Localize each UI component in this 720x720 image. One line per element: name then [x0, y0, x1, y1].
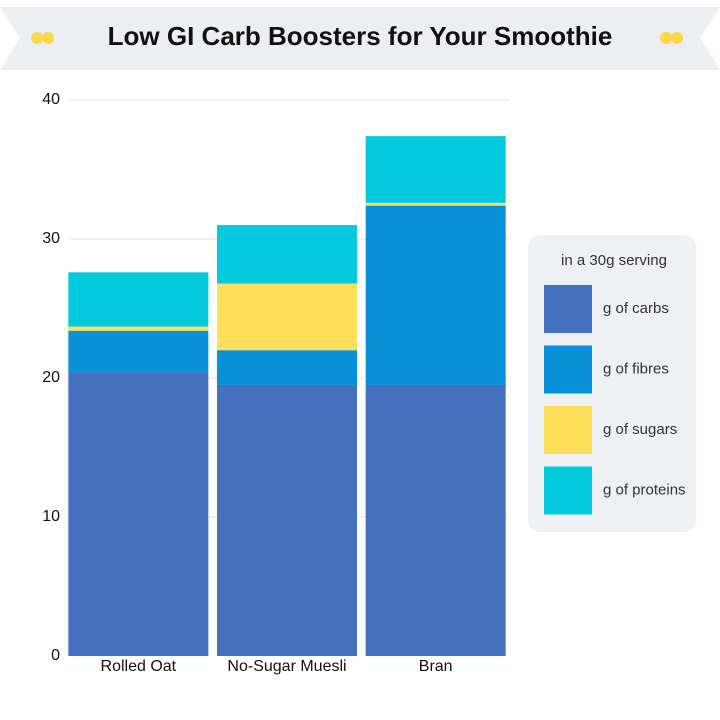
bar-segment	[365, 136, 506, 203]
bar-segment	[365, 202, 506, 206]
decor-dot	[660, 32, 672, 44]
bar-segment	[365, 205, 506, 385]
x-tick-label: No-Sugar Muesli	[227, 658, 346, 675]
bar-segment	[217, 283, 357, 351]
title-banner	[0, 7, 720, 70]
bar-segment	[217, 384, 357, 656]
chart-title: Low GI Carb Boosters for Your Smoothie	[108, 21, 613, 51]
decor-dot	[671, 32, 683, 44]
legend-label: g of proteins	[603, 481, 686, 498]
y-tick-label: 30	[42, 230, 60, 247]
bar-segment	[68, 326, 209, 331]
legend-label: g of fibres	[603, 360, 669, 377]
y-tick-label: 20	[42, 369, 60, 386]
legend-label: g of carbs	[603, 300, 669, 317]
decor-dot	[31, 32, 43, 44]
x-tick-label: Bran	[419, 658, 453, 675]
y-tick-label: 0	[51, 647, 60, 664]
y-tick-label: 10	[42, 508, 60, 525]
legend-title: in a 30g serving	[561, 252, 667, 269]
bar-segment	[217, 225, 357, 284]
x-tick-label: Rolled Oat	[101, 658, 177, 675]
bar-segment	[68, 330, 209, 373]
legend-swatch	[544, 406, 592, 454]
bar-segment	[68, 372, 209, 656]
bar-segment	[68, 272, 209, 327]
legend-label: g of sugars	[603, 421, 677, 438]
bar-segment	[365, 384, 506, 656]
decor-dot	[42, 32, 54, 44]
y-tick-label: 40	[42, 91, 60, 108]
legend-swatch	[544, 466, 592, 515]
legend-swatch	[544, 285, 592, 333]
bar-segment	[217, 350, 357, 385]
legend-swatch	[544, 345, 592, 394]
